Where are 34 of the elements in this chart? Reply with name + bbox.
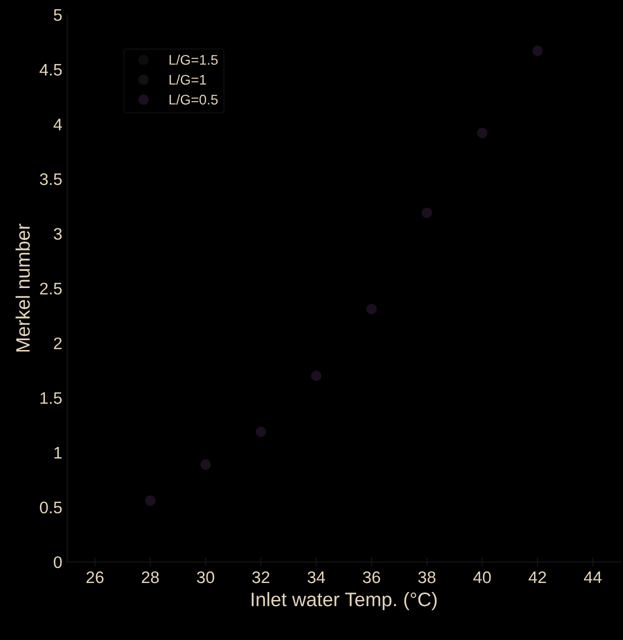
y-tick-label: 2.5 [40, 282, 62, 295]
x-tick-label: 36 [362, 571, 380, 584]
x-tick-label: 30 [196, 571, 214, 584]
point [200, 459, 211, 470]
y-axis-title: Merkel number [16, 224, 30, 352]
point [532, 46, 543, 56]
y-tick-label: 4 [54, 118, 62, 130]
point [422, 208, 432, 218]
x-tick-label: 38 [418, 571, 436, 584]
x-tick-label: 26 [86, 571, 104, 584]
point [145, 495, 156, 506]
point [256, 426, 266, 437]
x-tick-label: 42 [528, 571, 546, 584]
y-tick-label: 3.5 [40, 173, 62, 186]
x-axis-title: Inlet water Temp. (°C) [252, 592, 437, 610]
point [311, 370, 322, 382]
x-tick-label: 40 [473, 571, 491, 584]
point [366, 304, 377, 314]
y-tick-label: 0.5 [40, 502, 62, 514]
y-tick-label: 4.5 [40, 64, 62, 76]
legend-label: L/G=0.5 [170, 94, 218, 105]
y-tick-label: 2 [54, 337, 62, 350]
x-tick-label: 34 [308, 571, 326, 584]
legend-label: L/G=1 [170, 74, 206, 85]
x-tick-label: 32 [252, 571, 270, 584]
y-tick-label: 3 [54, 228, 62, 240]
point [476, 128, 488, 138]
x-tick-label: 44 [584, 572, 602, 584]
legend-label: L/G=1.5 [170, 54, 218, 65]
x-tick-label: 28 [142, 571, 159, 584]
y-tick-label: 1.5 [40, 392, 62, 404]
y-tick-label: 0 [54, 556, 62, 568]
y-tick-label: 1 [54, 447, 62, 459]
y-tick-label: 5 [54, 9, 62, 21]
